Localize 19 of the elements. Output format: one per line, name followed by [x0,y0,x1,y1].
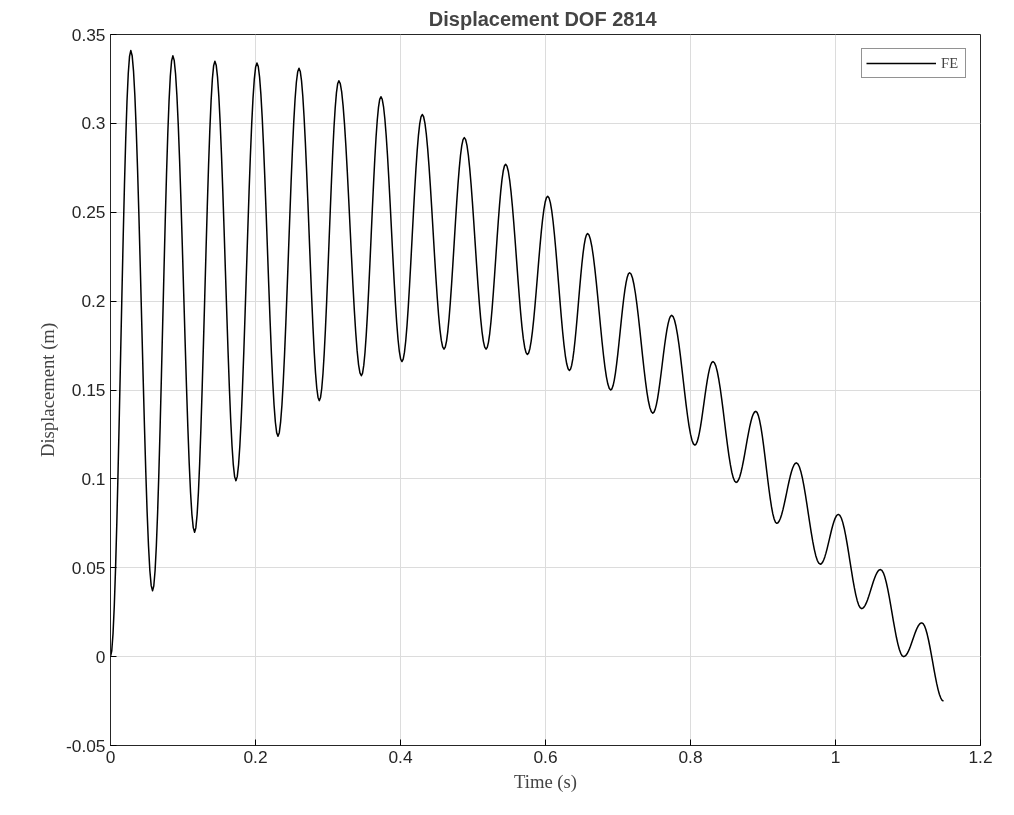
y-tick-label: 0.1 [81,468,106,489]
x-tick-label: 0.8 [678,746,703,767]
y-tick-label: 0.2 [81,291,106,312]
x-axis-title: Time (s) [513,770,578,793]
y-tick-label: 0.05 [71,557,106,578]
y-tick-label: -0.05 [66,735,106,756]
chart-title: Displacement DOF 2814 [428,7,658,30]
y-tick-label: 0.25 [71,202,106,223]
y-tick-label: 0.35 [71,24,106,45]
y-tick-label: 0.15 [71,380,106,400]
y-tick-label: 0 [95,646,106,667]
x-tick-label: 0.2 [243,746,268,767]
legend-label: FE [941,54,960,72]
y-axis-title: Displacement (m) [37,322,59,458]
x-tick-label: 1.2 [968,746,993,767]
x-tick-label: 1 [830,746,841,767]
x-tick-label: 0.4 [388,746,413,767]
x-tick-label: 0.6 [533,746,558,767]
y-tick-label: 0.3 [81,113,106,134]
